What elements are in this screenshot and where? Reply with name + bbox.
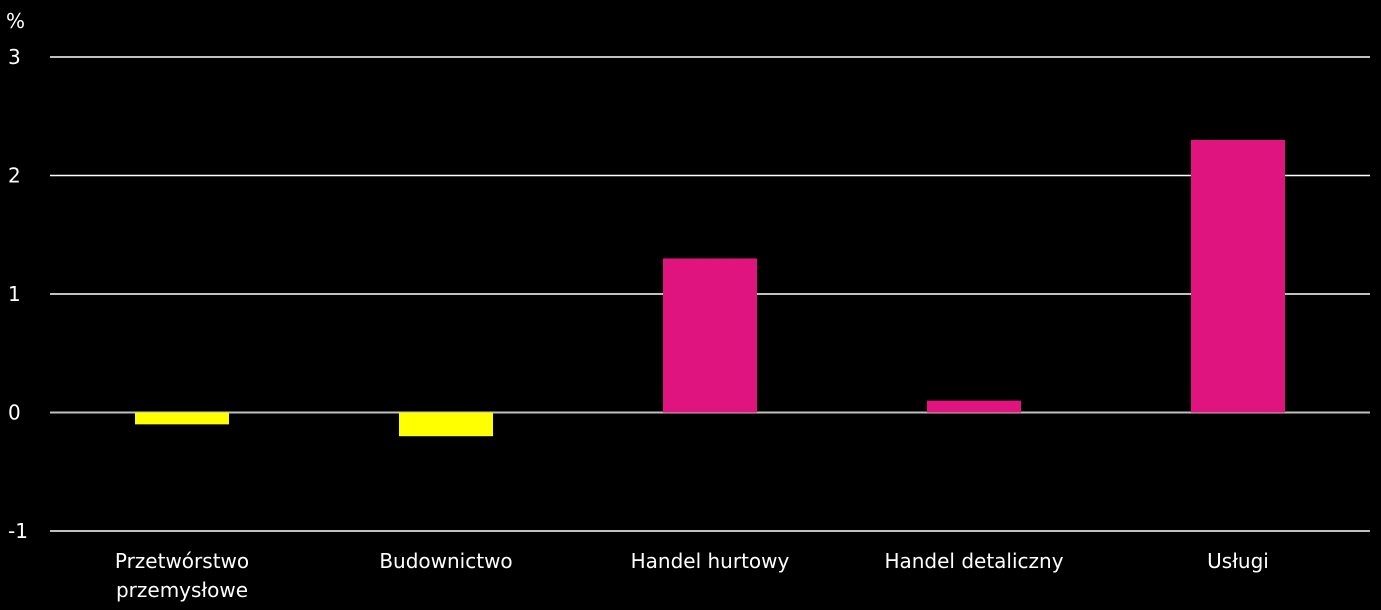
- bar-3: [927, 400, 1021, 413]
- x-category-label-line: Handel detaliczny: [884, 549, 1063, 573]
- x-category-label: Handel detaliczny: [884, 549, 1063, 573]
- x-category-label: Usługi: [1207, 549, 1269, 573]
- x-category-label-line: przemysłowe: [116, 578, 248, 602]
- bars: [135, 139, 1285, 437]
- y-axis-unit-label: %: [6, 9, 25, 33]
- bar-1: [399, 412, 493, 437]
- x-category-label: Handel hurtowy: [631, 549, 790, 573]
- bar-4: [1191, 139, 1285, 413]
- y-tick-label: 0: [8, 401, 21, 425]
- x-category-label: Przetwórstwo przemysłowe: [115, 549, 249, 602]
- y-tick-labels: 3 2 1 0 -1: [8, 45, 28, 543]
- x-category-labels: Przetwórstwo przemysłowe Budownictwo Handel…: [115, 549, 1269, 602]
- bar-2: [663, 258, 757, 413]
- y-tick-label: 1: [8, 282, 21, 306]
- y-tick-label: 2: [8, 164, 21, 188]
- x-category-label-line: Przetwórstwo: [115, 549, 249, 573]
- y-tick-label: 3: [8, 45, 21, 69]
- y-tick-label: -1: [8, 519, 28, 543]
- x-category-label-line: Usługi: [1207, 549, 1269, 573]
- x-category-label-line: Handel hurtowy: [631, 549, 790, 573]
- x-category-label-line: Budownictwo: [379, 549, 512, 573]
- x-category-label: Budownictwo: [379, 549, 512, 573]
- bar-0: [135, 412, 229, 425]
